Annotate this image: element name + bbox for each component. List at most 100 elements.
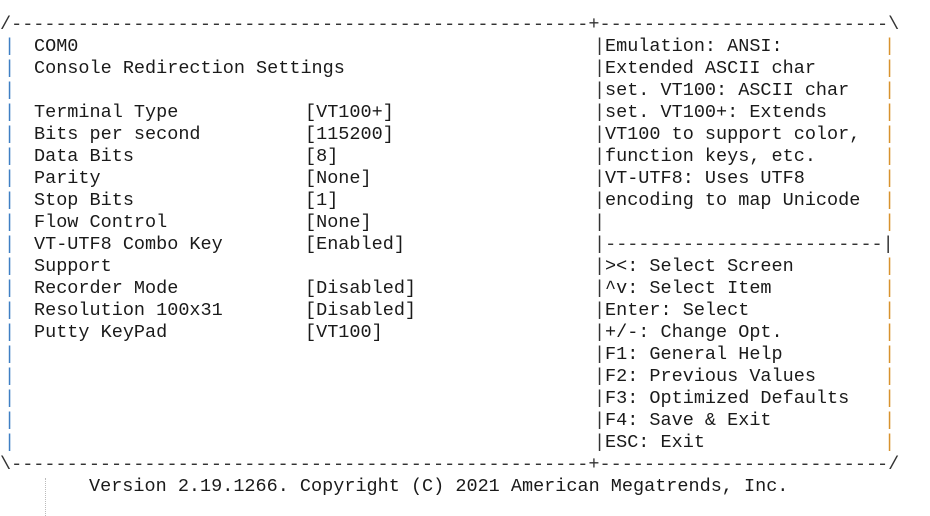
right-border: | [884, 410, 896, 431]
help-panel-border: | [594, 432, 606, 453]
key-hint: +/-: Change Opt. [605, 322, 783, 343]
help-panel-border: | [594, 102, 606, 123]
screen-row: | COM0 | Emulation: ANSI: | [0, 36, 930, 58]
help-text-line: VT100 to support color, [605, 124, 861, 145]
setting-label[interactable]: Recorder Mode [34, 278, 179, 299]
key-hint: ><: Select Screen [605, 256, 794, 277]
key-hint: F2: Previous Values [605, 366, 816, 387]
setting-label[interactable]: Data Bits [34, 146, 134, 167]
left-border: | [4, 124, 16, 145]
setting-value[interactable]: [VT100] [305, 322, 383, 343]
help-panel-border: | [594, 410, 606, 431]
right-border: | [884, 366, 896, 387]
left-border: | [4, 190, 16, 211]
screen-row: | Putty KeyPad [VT100] | +/-: Change Opt. | [0, 322, 930, 344]
left-border: | [4, 36, 16, 57]
right-border: | [884, 146, 896, 167]
key-hint: F4: Save & Exit [605, 410, 772, 431]
border-corner: \---------------------------------------… [0, 454, 900, 475]
setting-label[interactable]: Flow Control [34, 212, 168, 233]
left-border: | [4, 388, 16, 409]
setting-label[interactable]: Putty KeyPad [34, 322, 168, 343]
setting-value[interactable]: [Disabled] [305, 300, 417, 321]
screen-row: | | F1: General Help | [0, 344, 930, 366]
setting-value[interactable]: [None] [305, 212, 372, 233]
setting-label[interactable]: Stop Bits [34, 190, 134, 211]
help-panel-border: | [594, 36, 606, 57]
right-border: | [884, 80, 896, 101]
left-border: | [4, 58, 16, 79]
setting-value[interactable]: [VT100+] [305, 102, 394, 123]
left-border: | [4, 212, 16, 233]
help-panel-border: | [594, 80, 606, 101]
help-panel-border: | [594, 190, 606, 211]
left-border: | [4, 146, 16, 167]
right-border: | [884, 256, 896, 277]
screen-row: | | set. VT100: ASCII char | [0, 80, 930, 102]
left-border: | [4, 80, 16, 101]
left-border: | [4, 432, 16, 453]
setting-value[interactable]: [Disabled] [305, 278, 417, 299]
setting-value[interactable]: [Enabled] [305, 234, 405, 255]
left-border: | [4, 366, 16, 387]
left-border: | [4, 234, 16, 255]
right-border: | [884, 278, 896, 299]
help-text-line: Emulation: ANSI: [605, 36, 783, 57]
top-border: /---------------------------------------… [0, 14, 930, 36]
help-panel-border: | [594, 322, 606, 343]
screen-row: | Recorder Mode [Disabled] | ^v: Select Item… [0, 278, 930, 300]
left-border: | [4, 168, 16, 189]
screen-row: | | F3: Optimized Defaults | [0, 388, 930, 410]
help-text-line: Extended ASCII char [605, 58, 816, 79]
left-border: | [4, 278, 16, 299]
help-panel-border: | [594, 300, 606, 321]
screen-row: | Bits per second [115200] | VT100 to suppor… [0, 124, 930, 146]
screen-row: | | F2: Previous Values | [0, 366, 930, 388]
screen-row: | Console Redirection Settings | Extended A… [0, 58, 930, 80]
page-subtitle: Console Redirection Settings [34, 58, 345, 79]
key-hint: F1: General Help [605, 344, 783, 365]
screen-row: | VT-UTF8 Combo Key [Enabled] |------------… [0, 234, 930, 256]
bottom-border: \---------------------------------------… [0, 454, 930, 476]
setting-label[interactable]: Bits per second [34, 124, 201, 145]
screen-row: | | ESC: Exit | [0, 432, 930, 454]
right-border: | [884, 388, 896, 409]
setting-label[interactable]: Terminal Type [34, 102, 179, 123]
right-border: | [884, 190, 896, 211]
help-panel-border: | [594, 256, 606, 277]
setting-value[interactable]: [8] [305, 146, 339, 167]
key-hint: Enter: Select [605, 300, 750, 321]
left-border: | [4, 102, 16, 123]
left-border: | [4, 256, 16, 277]
screen-row: | Support | ><: Select Screen | [0, 256, 930, 278]
setting-value[interactable]: [115200] [305, 124, 394, 145]
footer: Version 2.19.1266. Copyright (C) 2021 Am… [0, 476, 930, 498]
right-border: | [884, 322, 896, 343]
screen-row: | Data Bits [8] | function keys, etc. | [0, 146, 930, 168]
screen-row: | Parity [None] | VT-UTF8: Uses UTF8 | [0, 168, 930, 190]
setting-label[interactable]: Resolution 100x31 [34, 300, 223, 321]
version-copyright: Version 2.19.1266. Copyright (C) 2021 Am… [89, 476, 789, 497]
right-border: | [884, 36, 896, 57]
help-panel-border: | [594, 146, 606, 167]
right-border: | [884, 102, 896, 123]
help-panel-border: | [594, 58, 606, 79]
setting-label-continued: Support [34, 256, 112, 277]
setting-label[interactable]: Parity [34, 168, 101, 189]
screen-row: | Resolution 100x31 [Disabled] | Enter: Sele… [0, 300, 930, 322]
right-border: | [884, 344, 896, 365]
dotted-guide-line [45, 478, 46, 516]
setting-value[interactable]: [1] [305, 190, 339, 211]
screen-row: | Terminal Type [VT100+] | set. VT100+: Exte… [0, 102, 930, 124]
key-hint: ESC: Exit [605, 432, 705, 453]
help-panel-border: | [594, 278, 606, 299]
setting-value[interactable]: [None] [305, 168, 372, 189]
help-panel-border: | [594, 168, 606, 189]
screen-row: | Stop Bits [1] | encoding to map Unicode | [0, 190, 930, 212]
key-hint: F3: Optimized Defaults [605, 388, 850, 409]
setting-label[interactable]: VT-UTF8 Combo Key [34, 234, 223, 255]
right-border: | [884, 432, 896, 453]
left-border: | [4, 300, 16, 321]
help-panel-border: | [594, 344, 606, 365]
key-hint: ^v: Select Item [605, 278, 772, 299]
